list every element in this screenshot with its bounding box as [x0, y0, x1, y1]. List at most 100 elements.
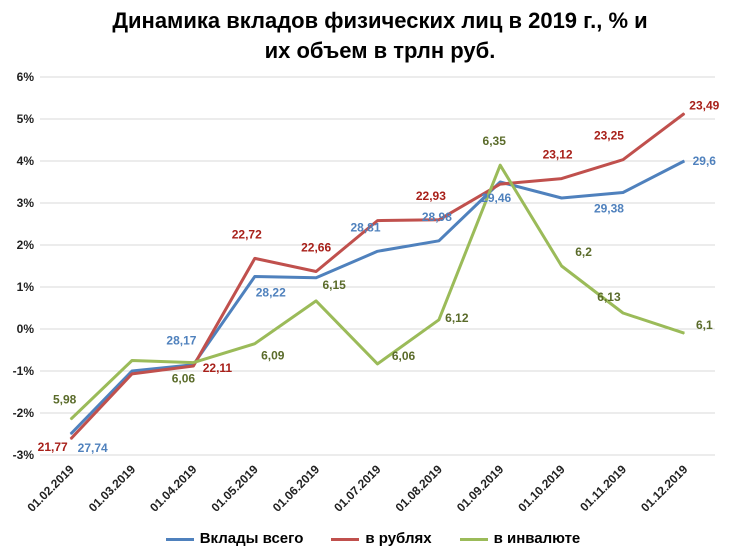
legend-swatch	[331, 537, 360, 541]
data-label: 21,77	[38, 440, 68, 454]
y-tick-label: 1%	[17, 280, 35, 294]
data-point	[131, 360, 133, 361]
y-tick-label: 3%	[17, 196, 35, 210]
data-label: 23,49	[689, 99, 719, 113]
legend: Вклады всего в рублях в инвалюте	[0, 530, 746, 547]
data-point	[131, 373, 133, 375]
legend-swatch	[459, 537, 488, 541]
data-point	[438, 240, 440, 242]
data-label: 29,38	[594, 202, 624, 216]
data-point	[192, 362, 194, 364]
data-label: 6,06	[392, 349, 416, 363]
data-point	[70, 433, 72, 435]
series-line	[69, 112, 686, 441]
data-label: 6,2	[575, 245, 592, 259]
y-tick-label: 5%	[17, 112, 35, 126]
y-tick-label: 4%	[17, 154, 35, 168]
gridlines	[40, 76, 715, 456]
x-tick-label: 01.07.2019	[331, 462, 384, 515]
data-point	[683, 113, 685, 115]
x-tick-label: 01.09.2019	[454, 462, 507, 515]
chart-title-line-2: их объем в трлн руб.	[264, 38, 496, 63]
legend-label: в инвалюте	[493, 530, 581, 547]
legend-label: Вклады всего	[199, 530, 304, 547]
series-lines	[69, 112, 686, 441]
legend-item: Вклады всего	[165, 530, 304, 547]
chart-title: Динамика вкладов физических лиц в 2019 г…	[60, 6, 700, 66]
data-label: 6,12	[445, 311, 469, 325]
data-label: 29,46	[481, 191, 511, 205]
data-point	[561, 197, 563, 199]
data-label: 5,98	[53, 392, 77, 406]
data-label: 6,06	[172, 372, 196, 386]
x-tick-label: 01.06.2019	[270, 462, 323, 515]
y-tick-label: 2%	[17, 238, 35, 252]
x-tick-label: 01.04.2019	[147, 462, 200, 515]
data-label: 23,25	[594, 129, 624, 143]
data-label: 23,12	[543, 148, 573, 162]
data-labels: 27,74 28,17 28,22 28,81 28,98 29,46 29,38 29,6 2…	[38, 99, 720, 455]
y-tick-label: 6%	[17, 70, 35, 84]
data-label: 29,6	[693, 154, 717, 168]
data-point	[683, 160, 685, 162]
y-tick-label: 0%	[17, 322, 35, 336]
legend-swatch	[165, 537, 194, 541]
data-point	[499, 181, 501, 183]
data-point	[622, 159, 624, 161]
chart-title-line-1: Динамика вкладов физических лиц в 2019 г…	[112, 8, 648, 33]
data-label: 22,66	[301, 240, 331, 254]
x-axis: 01.02.2019 01.03.2019 01.04.2019 01.05.2019…	[24, 462, 690, 515]
data-label: 28,22	[256, 286, 286, 300]
data-point	[499, 164, 501, 166]
data-label: 6,15	[322, 278, 346, 292]
data-label: 28,81	[350, 220, 380, 234]
data-point	[70, 438, 72, 440]
data-label: 28,98	[422, 210, 452, 224]
data-point	[499, 183, 501, 185]
data-point	[315, 277, 317, 279]
data-point	[315, 300, 317, 302]
data-label: 22,93	[416, 189, 446, 203]
data-point	[377, 220, 378, 222]
legend-label: в рублях	[365, 530, 432, 547]
x-tick-label: 01.08.2019	[393, 462, 446, 515]
data-point	[561, 265, 563, 267]
data-point	[622, 312, 624, 314]
data-label: 28,17	[166, 334, 196, 348]
y-tick-label: -2%	[13, 406, 35, 420]
y-tick-label: -3%	[13, 448, 35, 462]
data-label: 22,11	[203, 361, 233, 375]
data-point	[315, 270, 317, 272]
data-label: 6,13	[597, 290, 621, 304]
x-tick-label: 01.05.2019	[209, 462, 262, 515]
data-point	[561, 178, 563, 180]
data-point	[622, 192, 624, 193]
data-label: 27,74	[78, 441, 108, 455]
data-point	[131, 370, 133, 372]
x-tick-label: 01.10.2019	[515, 462, 568, 515]
data-point	[70, 418, 72, 420]
data-label: 6,1	[696, 318, 713, 332]
data-point	[683, 332, 685, 334]
x-tick-label: 01.02.2019	[24, 462, 77, 515]
data-label: 6,35	[483, 134, 507, 148]
data-label: 6,09	[261, 349, 285, 363]
data-point	[438, 319, 440, 321]
legend-item: в рублях	[331, 530, 432, 547]
data-label: 22,72	[232, 227, 262, 241]
data-point	[254, 257, 256, 259]
y-tick-label: -1%	[13, 364, 35, 378]
legend-item: в инвалюте	[459, 530, 581, 547]
x-tick-label: 01.12.2019	[638, 462, 691, 515]
line-chart: -3% -2% -1% 0% 1% 2% 3% 4% 5% 6% 01.02.2019 01.03.…	[13, 70, 720, 515]
x-tick-label: 01.03.2019	[86, 462, 139, 515]
data-point	[377, 363, 378, 365]
data-point	[377, 250, 378, 252]
x-tick-label: 01.11.2019	[577, 462, 629, 514]
data-point	[438, 219, 440, 221]
series-line	[69, 159, 685, 436]
data-point	[254, 276, 256, 277]
data-point	[254, 343, 256, 345]
data-point	[192, 365, 194, 367]
y-axis: -3% -2% -1% 0% 1% 2% 3% 4% 5% 6%	[13, 70, 35, 462]
